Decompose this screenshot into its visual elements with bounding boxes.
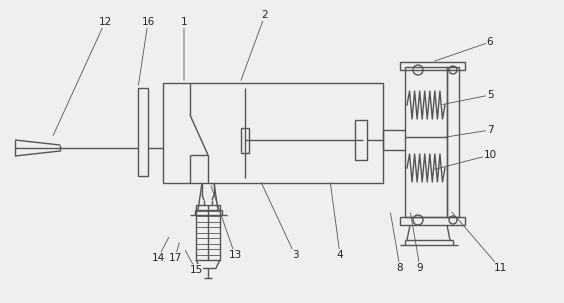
Text: 5: 5	[487, 90, 494, 100]
Text: 8: 8	[396, 263, 403, 273]
Text: 1: 1	[180, 17, 187, 27]
Text: 11: 11	[494, 263, 506, 273]
Text: 16: 16	[142, 17, 155, 27]
Text: 13: 13	[228, 250, 241, 260]
Bar	[163, 83, 383, 183]
Bar	[400, 62, 465, 70]
Bar	[400, 217, 465, 225]
Bar	[405, 67, 447, 217]
Text: 12: 12	[98, 17, 112, 27]
Bar	[241, 128, 249, 153]
Text: 14: 14	[151, 253, 165, 263]
Text: 17: 17	[169, 253, 182, 263]
Text: 15: 15	[190, 265, 202, 275]
Bar	[196, 205, 220, 260]
Text: 2: 2	[262, 10, 268, 20]
Bar	[138, 88, 148, 176]
Text: 9: 9	[417, 263, 424, 273]
Bar	[447, 67, 459, 217]
Bar	[355, 120, 367, 160]
Text: 4: 4	[337, 250, 343, 260]
Text: 7: 7	[487, 125, 494, 135]
Text: 10: 10	[483, 150, 496, 160]
Text: 6: 6	[487, 37, 494, 47]
Text: 3: 3	[292, 250, 298, 260]
